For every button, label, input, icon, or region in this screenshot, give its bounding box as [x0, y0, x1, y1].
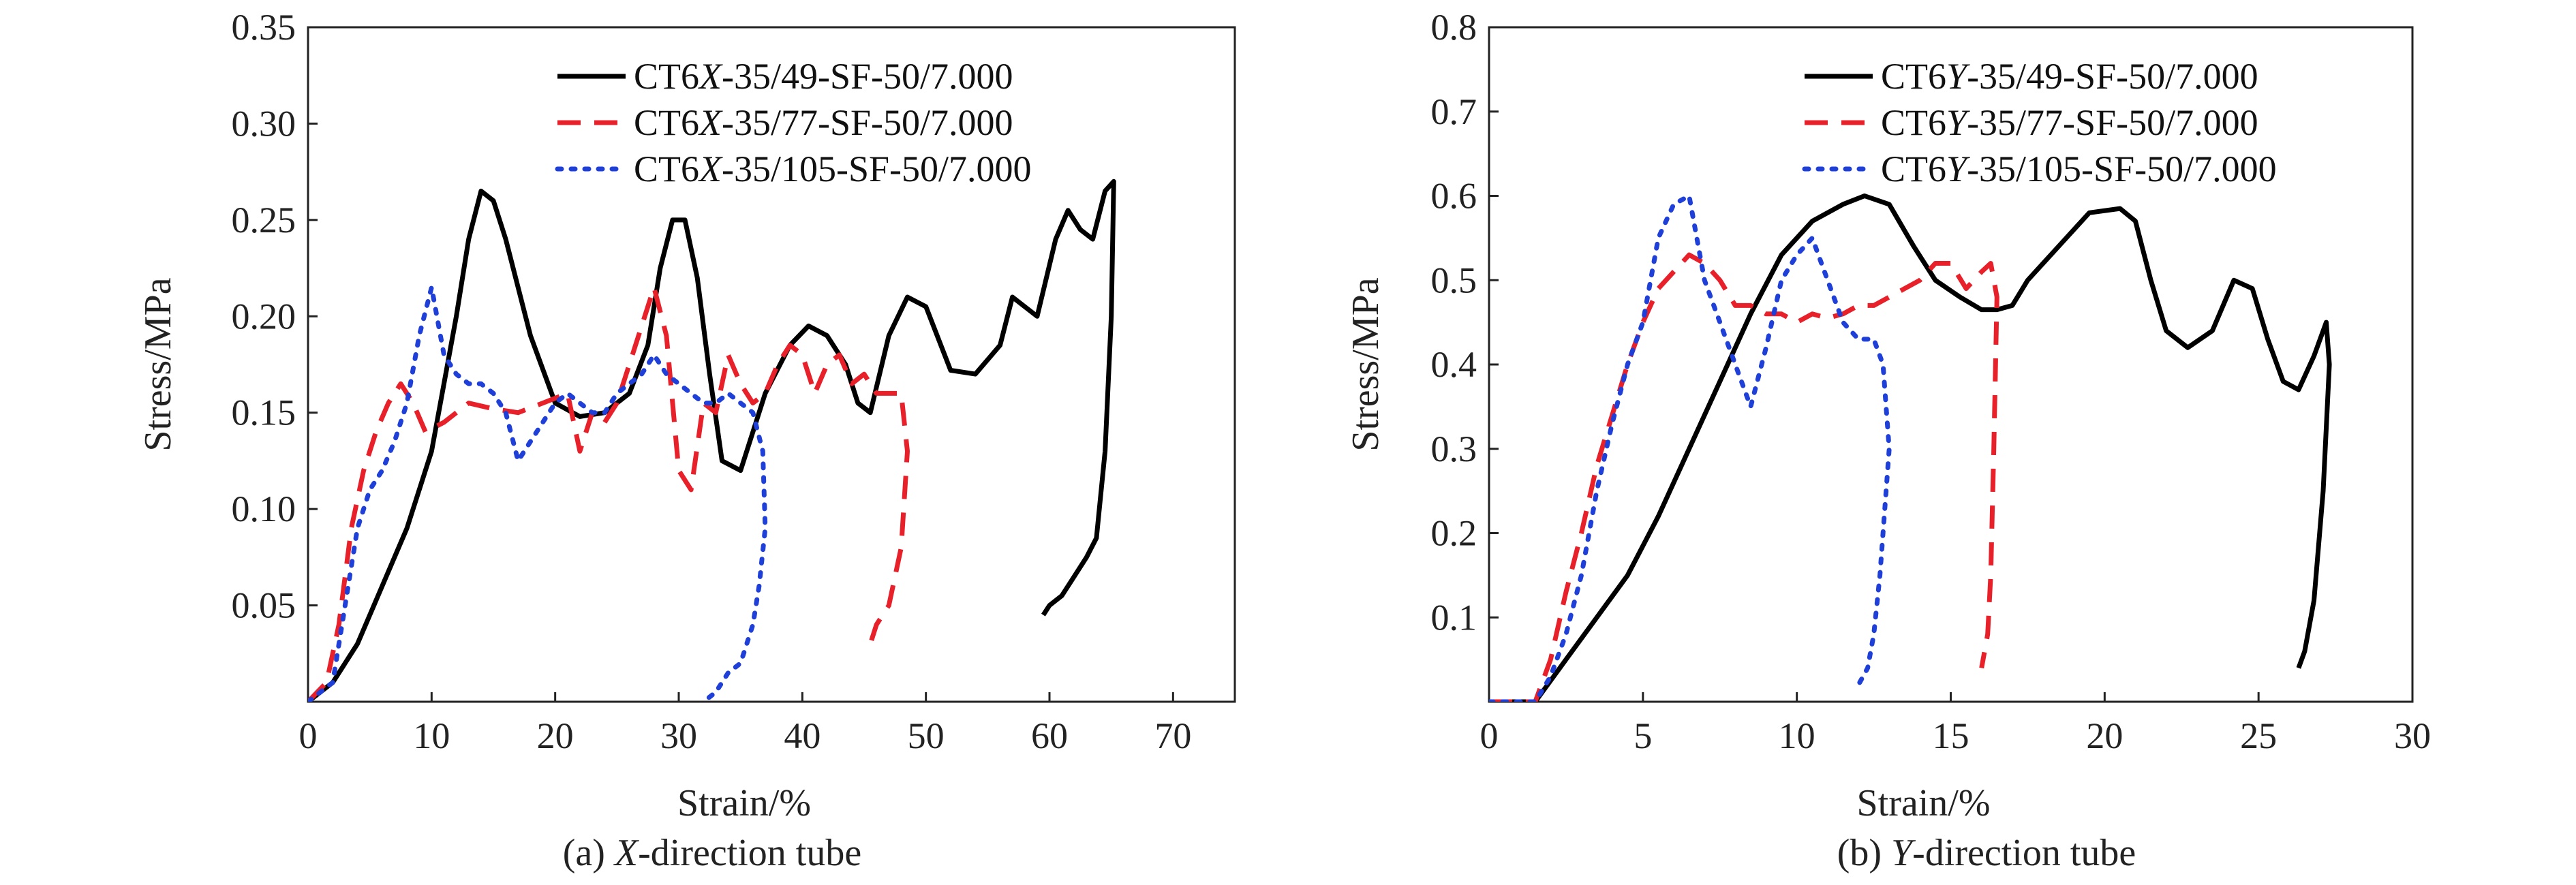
panel-caption: (a) X-direction tube	[563, 832, 861, 874]
panel-caption: (b) Y-direction tube	[1837, 832, 2136, 874]
x-tick-label: 70	[1154, 715, 1191, 756]
y-tick-label: 0.20	[232, 296, 296, 337]
y-tick-label: 0.15	[232, 392, 296, 433]
y-axis-title: Stress/MPa	[137, 277, 179, 451]
series-line-dotted	[1489, 193, 1892, 702]
y-tick-label: 0.05	[232, 585, 296, 626]
y-tick-label: 0.35	[232, 7, 296, 48]
x-tick-label: 0	[1480, 715, 1499, 756]
series-line-dashed	[1489, 252, 1999, 702]
y-tick-label: 0.7	[1431, 91, 1477, 132]
x-tick-label: 30	[2394, 715, 2431, 756]
legend-label: CT6Y-35/49-SF-50/7.000	[1881, 56, 2258, 97]
x-tick-label: 40	[784, 715, 821, 756]
x-tick-label: 25	[2240, 715, 2277, 756]
x-axis-title: Strain/%	[1857, 782, 1991, 824]
y-tick-label: 0.5	[1431, 260, 1477, 300]
legend-label: CT6Y-35/77-SF-50/7.000	[1881, 102, 2258, 143]
x-tick-label: 10	[1779, 715, 1815, 756]
x-tick-label: 5	[1634, 715, 1652, 756]
series-line-solid	[1489, 193, 2332, 702]
x-tick-label: 60	[1031, 715, 1068, 756]
panel-b-y-direction: 0 5 10 15 20 25 30 0.1 0.2 0.3 0.4 0.5 0.6 0.7 0.8 Stra…	[1345, 7, 2431, 874]
y-axis-title: Stress/MPa	[1345, 277, 1387, 451]
y-tick-label: 0.6	[1431, 176, 1477, 217]
series-line-solid	[308, 178, 1116, 702]
y-tick-label: 0.3	[1431, 429, 1477, 469]
series-line-dashed	[308, 285, 910, 702]
y-tick-label: 0.4	[1431, 344, 1477, 385]
y-tick-label: 0.30	[232, 103, 296, 144]
legend-label: CT6Y-35/105-SF-50/7.000	[1881, 149, 2277, 189]
legend-label: CT6X-35/77-SF-50/7.000	[634, 102, 1013, 143]
x-tick-label: 0	[299, 715, 318, 756]
x-tick-label: 20	[2086, 715, 2123, 756]
x-tick-label: 20	[537, 715, 574, 756]
legend-label: CT6X-35/105-SF-50/7.000	[634, 149, 1032, 189]
y-tick-label: 0.2	[1431, 513, 1477, 554]
x-tick-label: 50	[908, 715, 945, 756]
x-tick-label: 10	[413, 715, 450, 756]
y-tick-label: 0.8	[1431, 7, 1477, 48]
y-tick-label: 0.1	[1431, 597, 1477, 638]
y-tick-label: 0.10	[232, 488, 296, 529]
x-tick-label: 15	[1933, 715, 1969, 756]
x-tick-label: 30	[660, 715, 697, 756]
panel-a-x-direction: 0 10 20 30 40 50 60 70 0.05 0.10 0.15 0.20 0.25 0.30 0…	[137, 7, 1236, 874]
y-tick-label: 0.25	[232, 200, 296, 240]
legend-label: CT6X-35/49-SF-50/7.000	[634, 56, 1013, 97]
plot-frame	[307, 26, 1236, 703]
x-axis-title: Strain/%	[677, 782, 811, 824]
